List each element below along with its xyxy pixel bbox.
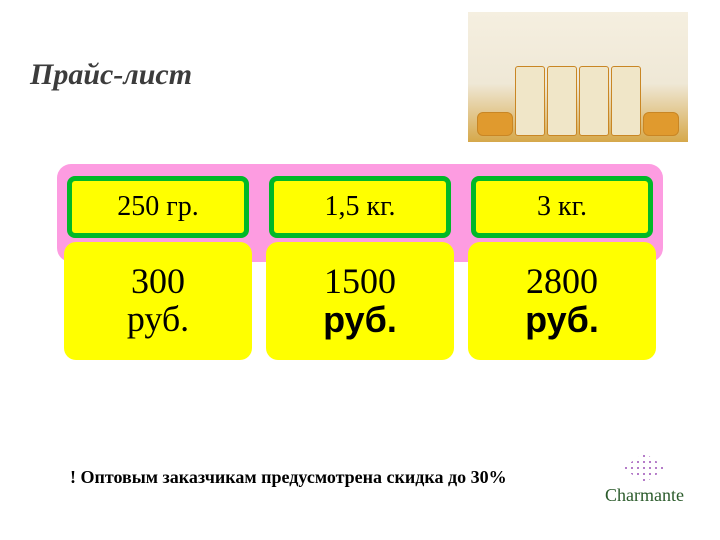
discount-note: ! Оптовым заказчикам предусмотрена скидк… bbox=[70, 467, 507, 488]
weight-cell: 250 гр. bbox=[67, 176, 249, 238]
price-currency: руб. bbox=[323, 301, 397, 339]
page-title: Прайс-лист bbox=[30, 58, 192, 92]
price-value: 1500 bbox=[324, 263, 396, 301]
weight-cell: 1,5 кг. bbox=[269, 176, 451, 238]
product-photo bbox=[468, 12, 688, 142]
price-currency: руб. bbox=[127, 301, 189, 339]
brand-logo: Charmante bbox=[605, 453, 684, 506]
price-cell: 300 руб. bbox=[64, 242, 252, 360]
brand-name: Charmante bbox=[605, 485, 684, 506]
brand-icon bbox=[623, 453, 667, 483]
price-currency: руб. bbox=[525, 301, 599, 339]
price-cell: 2800 руб. bbox=[468, 242, 656, 360]
price-grid: 250 гр. 1,5 кг. 3 кг. 300 руб. 1500 руб.… bbox=[57, 164, 663, 262]
weight-cell: 3 кг. bbox=[471, 176, 653, 238]
price-value: 300 bbox=[131, 263, 185, 301]
price-cell: 1500 руб. bbox=[266, 242, 454, 360]
price-value: 2800 bbox=[526, 263, 598, 301]
